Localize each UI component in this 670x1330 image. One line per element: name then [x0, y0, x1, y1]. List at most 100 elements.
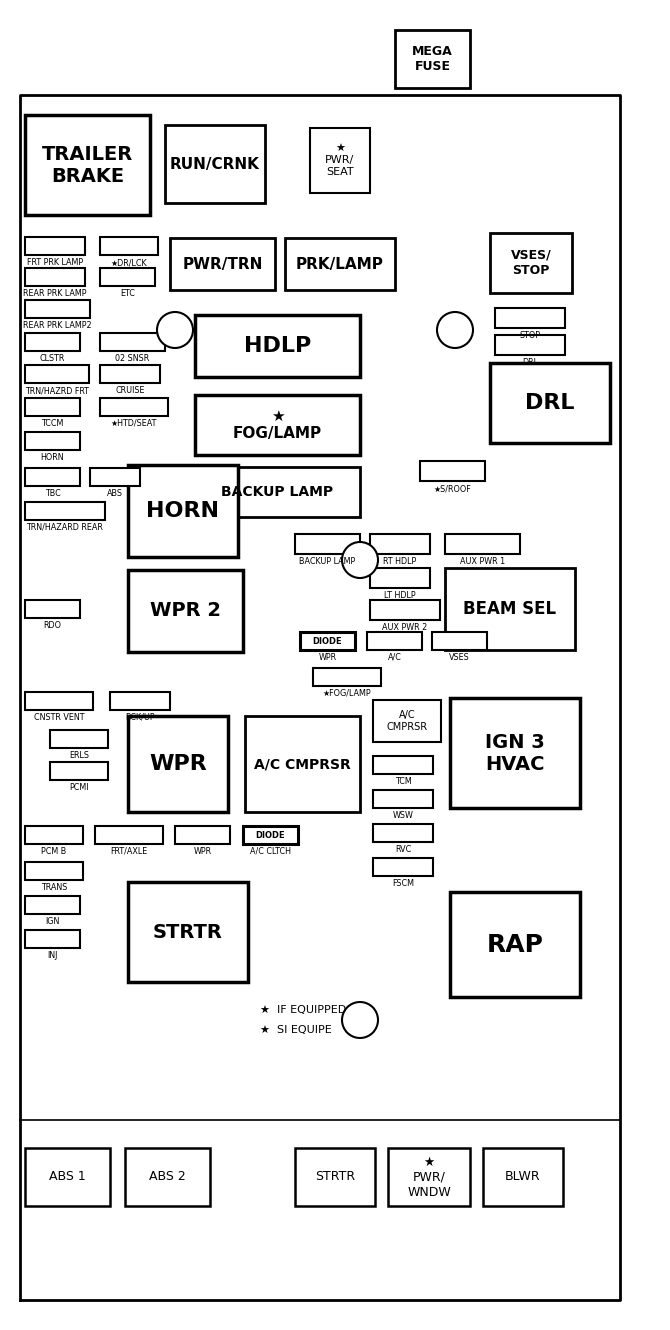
Text: REAR PRK LAMP: REAR PRK LAMP	[23, 289, 86, 298]
Bar	[25, 930, 80, 948]
Bar	[490, 363, 610, 443]
Text: RT HDLP: RT HDLP	[383, 557, 417, 567]
Bar	[490, 233, 572, 293]
Text: ★S/ROOF: ★S/ROOF	[433, 484, 472, 493]
Text: WSW: WSW	[393, 811, 413, 821]
Bar	[300, 632, 355, 650]
Bar	[100, 398, 168, 416]
Text: ABS: ABS	[107, 489, 123, 497]
Text: DRL: DRL	[522, 358, 538, 367]
Circle shape	[157, 313, 193, 348]
Bar	[373, 825, 433, 842]
Text: ERLS: ERLS	[69, 751, 89, 759]
Text: A/C: A/C	[387, 653, 401, 662]
Text: ★FOG/LAMP: ★FOG/LAMP	[323, 689, 371, 698]
Text: AUX PWR 1: AUX PWR 1	[460, 557, 505, 567]
Text: BACKUP LAMP: BACKUP LAMP	[299, 557, 356, 567]
Bar	[388, 1148, 470, 1206]
Bar	[100, 269, 155, 286]
Bar	[50, 762, 108, 779]
Bar	[25, 398, 80, 416]
Bar	[450, 892, 580, 998]
Bar	[100, 237, 158, 255]
Bar	[370, 568, 430, 588]
Bar	[25, 862, 83, 880]
Text: STRTR: STRTR	[315, 1170, 355, 1184]
Bar	[373, 790, 433, 809]
Text: 02 SNSR: 02 SNSR	[115, 354, 149, 363]
Bar	[25, 364, 89, 383]
Bar	[445, 568, 575, 650]
Text: PWR/TRN: PWR/TRN	[182, 257, 263, 271]
Text: BACKUP LAMP: BACKUP LAMP	[222, 485, 334, 499]
Text: REAR PRK LAMP2: REAR PRK LAMP2	[23, 321, 92, 330]
Text: IGN: IGN	[46, 916, 60, 926]
Bar	[432, 632, 487, 650]
Bar	[25, 692, 93, 710]
Bar	[313, 668, 381, 686]
Text: BLWR: BLWR	[505, 1170, 541, 1184]
Bar	[483, 1148, 563, 1206]
Text: WPR 2: WPR 2	[150, 601, 221, 621]
Bar	[100, 332, 165, 351]
Circle shape	[342, 543, 378, 579]
Bar	[243, 826, 298, 845]
Bar	[370, 535, 430, 555]
Text: WPR: WPR	[318, 653, 336, 662]
Bar	[128, 571, 243, 652]
Text: FRT PRK LAMP: FRT PRK LAMP	[27, 258, 83, 267]
Text: DIODE: DIODE	[256, 830, 285, 839]
Circle shape	[437, 313, 473, 348]
Text: LT HDLP: LT HDLP	[384, 591, 416, 600]
Text: ETC: ETC	[120, 289, 135, 298]
Bar	[25, 332, 80, 351]
Text: ★DR/LCK: ★DR/LCK	[111, 258, 147, 267]
Bar	[165, 125, 265, 203]
Bar	[100, 364, 160, 383]
Bar	[310, 128, 370, 193]
Text: CLSTR: CLSTR	[40, 354, 65, 363]
Text: TRN/HAZARD REAR: TRN/HAZARD REAR	[27, 523, 103, 532]
Text: TCCM: TCCM	[42, 419, 64, 428]
Bar	[295, 535, 360, 555]
Text: FSCM: FSCM	[392, 879, 414, 888]
Text: BCK/UP: BCK/UP	[125, 713, 155, 722]
Text: A/C
CMPRSR: A/C CMPRSR	[387, 710, 427, 732]
Text: WPR: WPR	[194, 847, 212, 857]
Text: RDO: RDO	[44, 621, 62, 630]
Text: TRN/HAZRD FRT: TRN/HAZRD FRT	[25, 386, 89, 395]
Bar	[25, 896, 80, 914]
Text: BEAM SEL: BEAM SEL	[464, 600, 557, 618]
Bar	[170, 238, 275, 290]
Text: TBC: TBC	[45, 489, 60, 497]
Text: DRL: DRL	[525, 392, 575, 414]
Bar	[90, 468, 140, 485]
Text: FRT/AXLE: FRT/AXLE	[111, 847, 147, 857]
Bar	[175, 826, 230, 845]
Bar	[128, 465, 238, 557]
Bar	[395, 31, 470, 88]
Bar	[25, 432, 80, 450]
Text: ★
PWR/
WNDW: ★ PWR/ WNDW	[407, 1156, 451, 1198]
Bar	[373, 858, 433, 876]
Bar	[25, 468, 80, 485]
Text: VSES: VSES	[449, 653, 470, 662]
Bar	[25, 826, 83, 845]
Text: RUN/CRNK: RUN/CRNK	[170, 157, 260, 172]
Bar	[95, 826, 163, 845]
Bar	[295, 1148, 375, 1206]
Text: IGN 3
HVAC: IGN 3 HVAC	[485, 733, 545, 774]
Bar	[370, 600, 440, 620]
Text: MEGA
FUSE: MEGA FUSE	[412, 45, 453, 73]
Text: A/C CLTCH: A/C CLTCH	[250, 847, 291, 857]
Bar	[495, 309, 565, 329]
Bar	[367, 632, 422, 650]
Bar	[25, 1148, 110, 1206]
Text: PCMI: PCMI	[69, 783, 88, 791]
Text: HORN: HORN	[41, 454, 64, 462]
Bar	[195, 395, 360, 455]
Bar	[373, 755, 433, 774]
Text: HDLP: HDLP	[244, 336, 311, 356]
Text: RVC: RVC	[395, 845, 411, 854]
Text: PCM B: PCM B	[42, 847, 66, 857]
